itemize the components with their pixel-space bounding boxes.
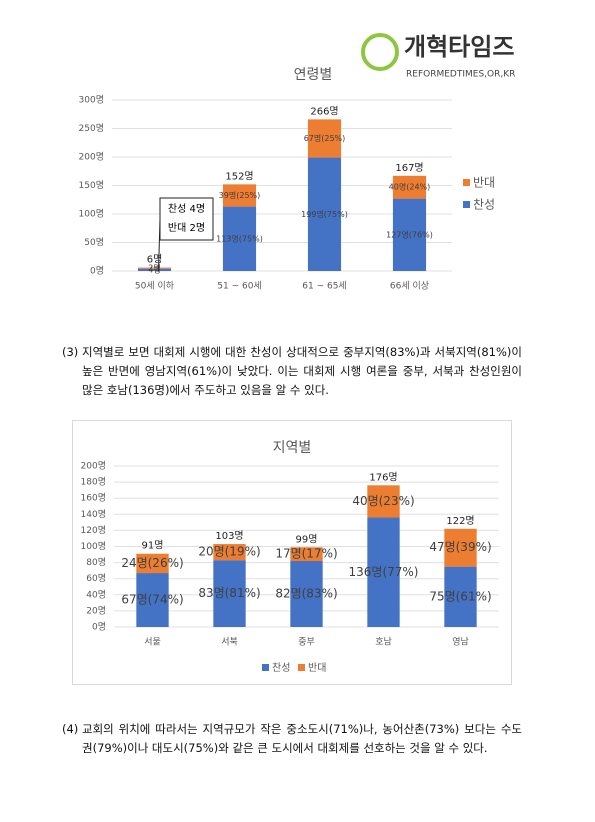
legend-label: 반대 xyxy=(473,176,495,190)
total-label: 99명 xyxy=(296,533,318,545)
bar-segment xyxy=(307,157,342,271)
y-tick-label: 60명 xyxy=(86,573,106,584)
bar-segment xyxy=(392,175,427,199)
y-tick-label: 160명 xyxy=(81,493,106,504)
bar-segment xyxy=(137,267,172,269)
callout-text: 찬성 4명 xyxy=(168,203,205,215)
value-label: 40명(24%) xyxy=(389,182,431,192)
value-label: 67명(74%) xyxy=(121,593,183,607)
y-tick-label: 200명 xyxy=(81,461,106,472)
bar-segment xyxy=(367,517,400,627)
bar-segment xyxy=(307,119,342,158)
callout-box xyxy=(159,197,214,241)
value-label: 83명(81%) xyxy=(198,586,260,600)
total-label: 167명 xyxy=(395,162,423,174)
y-tick-label: 80명 xyxy=(86,557,106,568)
bar-segment xyxy=(137,268,172,271)
x-tick-label: 영남 xyxy=(452,637,469,648)
bar-segment xyxy=(136,553,169,574)
value-label: 40명(23%) xyxy=(352,494,414,508)
x-tick-label: 66세 이상 xyxy=(390,281,429,292)
x-tick-label: 50세 이하 xyxy=(135,281,175,292)
x-tick-label: 호남 xyxy=(375,637,392,648)
legend-swatch xyxy=(463,201,470,208)
value-label: 127명(76%) xyxy=(386,229,433,239)
total-label: 176명 xyxy=(369,471,397,483)
y-tick-label: 20명 xyxy=(86,605,106,616)
y-tick-label: 180명 xyxy=(81,477,106,488)
chart: 연령별 0명 50명 100명 150명 200명 250명 300명 50세 이하 4명2명6명… xyxy=(79,67,496,292)
y-tick-label: 100명 xyxy=(79,209,104,220)
total-label: 6명 xyxy=(147,254,163,266)
chart-title: 연령별 xyxy=(294,67,333,83)
bar-segment xyxy=(136,573,169,627)
chart-title: 지역별 xyxy=(273,440,312,456)
total-label: 91명 xyxy=(142,540,164,552)
y-tick-label: 0명 xyxy=(90,266,104,277)
legend-swatch xyxy=(262,664,269,671)
x-tick-label: 51 ~ 60세 xyxy=(217,281,261,292)
bar-segment xyxy=(290,547,323,561)
y-tick-label: 140명 xyxy=(81,509,106,520)
chart-border xyxy=(72,420,512,685)
y-tick-label: 50명 xyxy=(84,237,104,248)
bar-segment xyxy=(222,184,257,207)
logo: 개혁타임즈 REFORMEDTIMES,OR,KR xyxy=(361,33,515,80)
y-tick-label: 120명 xyxy=(81,525,106,536)
total-label: 266명 xyxy=(310,105,338,117)
legend-label: 찬성 xyxy=(473,197,495,212)
bar-segment xyxy=(392,198,427,271)
value-label: 17명(17%) xyxy=(275,547,337,561)
paragraph-text: 교회의 위치에 따라서는 지역규모가 작은 중소도시(71%)나, 농어산촌(7… xyxy=(82,722,522,755)
bar-segment xyxy=(444,528,477,567)
bar-segment xyxy=(290,560,323,627)
value-label: 47명(39%) xyxy=(429,540,491,554)
value-label: 113명(75%) xyxy=(216,233,263,243)
paragraph-number: (3) xyxy=(62,345,79,359)
paragraph: (4) 교회의 위치에 따라서는 지역규모가 작은 중소도시(71%)나, 농어… xyxy=(62,720,522,758)
value-label: 24명(26%) xyxy=(121,556,183,570)
legend-swatch xyxy=(463,179,470,186)
logo-icon xyxy=(361,33,399,71)
bar-segment xyxy=(222,206,257,271)
y-tick-label: 150명 xyxy=(79,180,104,191)
logo-url: REFORMEDTIMES,OR,KR xyxy=(406,70,515,80)
total-label: 152명 xyxy=(225,170,253,182)
value-label: 2명 xyxy=(148,263,160,273)
paragraph: (3) 지역별로 보면 대회제 시행에 대한 찬성이 상대적으로 중부지역(83… xyxy=(62,343,522,400)
paragraph-number: (4) xyxy=(62,722,79,736)
value-label: 4명 xyxy=(148,264,160,274)
bar-segment xyxy=(213,544,246,561)
x-tick-label: 61 ~ 65세 xyxy=(302,281,346,292)
value-label: 39명(25%) xyxy=(219,190,261,200)
bar-segment xyxy=(444,566,477,627)
value-label: 67명(25%) xyxy=(304,133,346,143)
x-tick-label: 서북 xyxy=(221,637,238,648)
x-tick-label: 서울 xyxy=(144,637,161,648)
logo-name: 개혁타임즈 xyxy=(404,33,514,61)
paragraph-text: 지역별로 보면 대회제 시행에 대한 찬성이 상대적으로 중부지역(83%)과 … xyxy=(82,345,522,397)
y-tick-label: 100명 xyxy=(81,541,106,552)
x-tick-label: 중부 xyxy=(298,637,315,648)
bar-segment xyxy=(213,560,246,627)
value-label: 82명(83%) xyxy=(275,586,337,600)
value-label: 199명(75%) xyxy=(301,209,348,219)
callout-text: 반대 2명 xyxy=(168,222,205,234)
y-tick-label: 300명 xyxy=(79,95,104,106)
bar-segment xyxy=(367,485,400,518)
total-label: 103명 xyxy=(215,530,243,542)
total-label: 122명 xyxy=(446,515,474,527)
y-tick-label: 200명 xyxy=(79,152,104,163)
chart: 지역별 0명 20명 40명 60명 80명 100명 120명 140명 160명 180명 200… xyxy=(72,420,512,685)
y-tick-label: 0명 xyxy=(92,622,106,633)
y-tick-label: 250명 xyxy=(79,123,104,134)
y-tick-label: 40명 xyxy=(86,589,106,600)
value-label: 136명(77%) xyxy=(349,565,419,579)
legend-swatch xyxy=(298,664,305,671)
legend-label: 찬성 xyxy=(272,662,290,674)
value-label: 75명(61%) xyxy=(429,589,491,603)
legend-label: 반대 xyxy=(308,662,326,674)
value-label: 20명(19%) xyxy=(198,545,260,559)
